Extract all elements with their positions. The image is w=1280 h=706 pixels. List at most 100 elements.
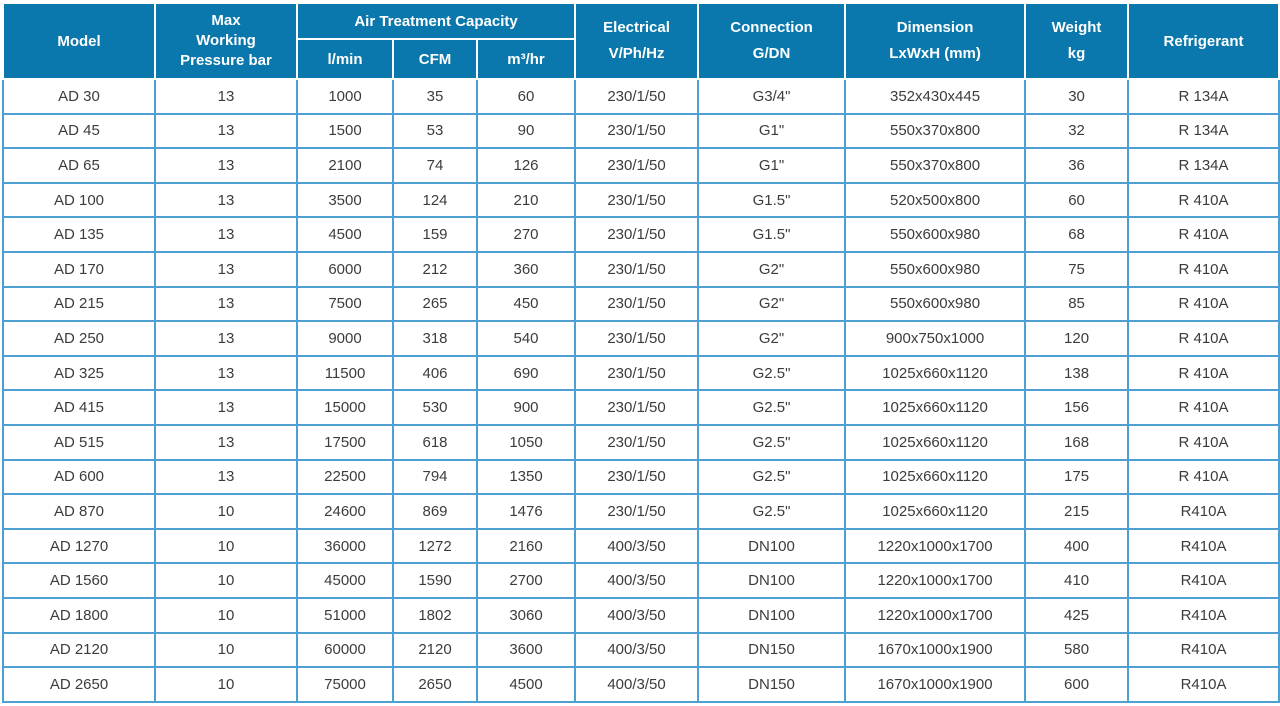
cell-connection: G1" [697,147,847,184]
cell-cfm: 53 [392,112,478,150]
cell-weight: 425 [1024,596,1130,634]
cell-dimension: 352x430x445 [844,78,1027,115]
cell-connection: G2" [697,320,847,357]
cell-pressure: 13 [154,423,298,461]
cell-m3hr: 2160 [475,527,577,565]
cell-cfm: 869 [392,493,478,530]
cell-connection: DN150 [697,631,847,669]
cell-cfm: 124 [392,181,478,219]
header-electrical: Electrical V/Ph/Hz [574,2,700,80]
cell-refrigerant: R 410A [1127,181,1280,219]
cell-weight: 400 [1024,527,1130,565]
cell-dimension: 1220x1000x1700 [844,562,1027,599]
header-max-working-pressure: Max Working Pressure bar [154,2,298,80]
cell-electrical: 230/1/50 [574,216,700,253]
cell-dimension: 550x600x980 [844,285,1027,323]
table-row: AD 870 10 24600 869 1476 230/1/50 G2.5" … [2,493,1280,530]
cell-connection: DN100 [697,562,847,599]
cell-m3hr: 360 [475,250,577,288]
cell-m3hr: 126 [475,147,577,184]
cell-m3hr: 1350 [475,458,577,496]
cell-electrical: 400/3/50 [574,666,700,703]
cell-lmin: 17500 [296,423,394,461]
cell-electrical: 230/1/50 [574,493,700,530]
cell-cfm: 618 [392,423,478,461]
cell-refrigerant: R410A [1127,666,1280,703]
cell-weight: 215 [1024,493,1130,530]
cell-model: AD 2650 [2,666,156,703]
table-row: AD 2120 10 60000 2120 3600 400/3/50 DN15… [2,631,1280,669]
cell-model: AD 600 [2,458,156,496]
cell-model: AD 100 [2,181,156,219]
cell-dimension: 1025x660x1120 [844,493,1027,530]
cell-pressure: 13 [154,78,298,115]
cell-cfm: 212 [392,250,478,288]
cell-cfm: 794 [392,458,478,496]
cell-cfm: 1802 [392,596,478,634]
cell-refrigerant: R 410A [1127,285,1280,323]
cell-m3hr: 690 [475,354,577,392]
table-row: AD 100 13 3500 124 210 230/1/50 G1.5" 52… [2,181,1280,219]
cell-m3hr: 210 [475,181,577,219]
cell-pressure: 13 [154,354,298,392]
cell-weight: 580 [1024,631,1130,669]
table-row: AD 30 13 1000 35 60 230/1/50 G3/4" 352x4… [2,78,1280,115]
cell-weight: 410 [1024,562,1130,599]
table-row: AD 170 13 6000 212 360 230/1/50 G2" 550x… [2,250,1280,288]
table-row: AD 215 13 7500 265 450 230/1/50 G2" 550x… [2,285,1280,323]
cell-m3hr: 270 [475,216,577,253]
cell-model: AD 1800 [2,596,156,634]
cell-connection: DN150 [697,666,847,703]
cell-dimension: 550x370x800 [844,112,1027,150]
table-header: Model Max Working Pressure bar Air Treat… [2,2,1280,80]
cell-dimension: 520x500x800 [844,181,1027,219]
cell-m3hr: 900 [475,389,577,426]
cell-model: AD 30 [2,78,156,115]
cell-electrical: 400/3/50 [574,631,700,669]
cell-dimension: 550x600x980 [844,216,1027,253]
cell-lmin: 9000 [296,320,394,357]
cell-m3hr: 450 [475,285,577,323]
cell-lmin: 51000 [296,596,394,634]
cell-cfm: 74 [392,147,478,184]
cell-electrical: 230/1/50 [574,285,700,323]
cell-weight: 68 [1024,216,1130,253]
cell-weight: 30 [1024,78,1130,115]
cell-lmin: 7500 [296,285,394,323]
cell-lmin: 4500 [296,216,394,253]
cell-dimension: 550x370x800 [844,147,1027,184]
header-m3hr: m³/hr [475,38,577,80]
cell-model: AD 515 [2,423,156,461]
cell-lmin: 24600 [296,493,394,530]
cell-refrigerant: R410A [1127,493,1280,530]
table-row: AD 2650 10 75000 2650 4500 400/3/50 DN15… [2,666,1280,703]
cell-m3hr: 2700 [475,562,577,599]
cell-m3hr: 3600 [475,631,577,669]
cell-electrical: 400/3/50 [574,596,700,634]
cell-dimension: 900x750x1000 [844,320,1027,357]
cell-model: AD 250 [2,320,156,357]
cell-pressure: 13 [154,458,298,496]
cell-cfm: 1272 [392,527,478,565]
table-row: AD 325 13 11500 406 690 230/1/50 G2.5" 1… [2,354,1280,392]
cell-refrigerant: R410A [1127,631,1280,669]
cell-refrigerant: R410A [1127,527,1280,565]
cell-weight: 120 [1024,320,1130,357]
cell-pressure: 13 [154,181,298,219]
cell-lmin: 1500 [296,112,394,150]
cell-pressure: 13 [154,320,298,357]
cell-connection: DN100 [697,596,847,634]
cell-pressure: 13 [154,147,298,184]
cell-model: AD 215 [2,285,156,323]
cell-pressure: 10 [154,596,298,634]
cell-m3hr: 4500 [475,666,577,703]
cell-electrical: 230/1/50 [574,78,700,115]
cell-pressure: 10 [154,666,298,703]
cell-dimension: 1220x1000x1700 [844,527,1027,565]
cell-pressure: 13 [154,389,298,426]
cell-connection: G2.5" [697,389,847,426]
cell-weight: 85 [1024,285,1130,323]
header-air-treatment-capacity: Air Treatment Capacity [295,2,577,40]
cell-model: AD 1560 [2,562,156,599]
